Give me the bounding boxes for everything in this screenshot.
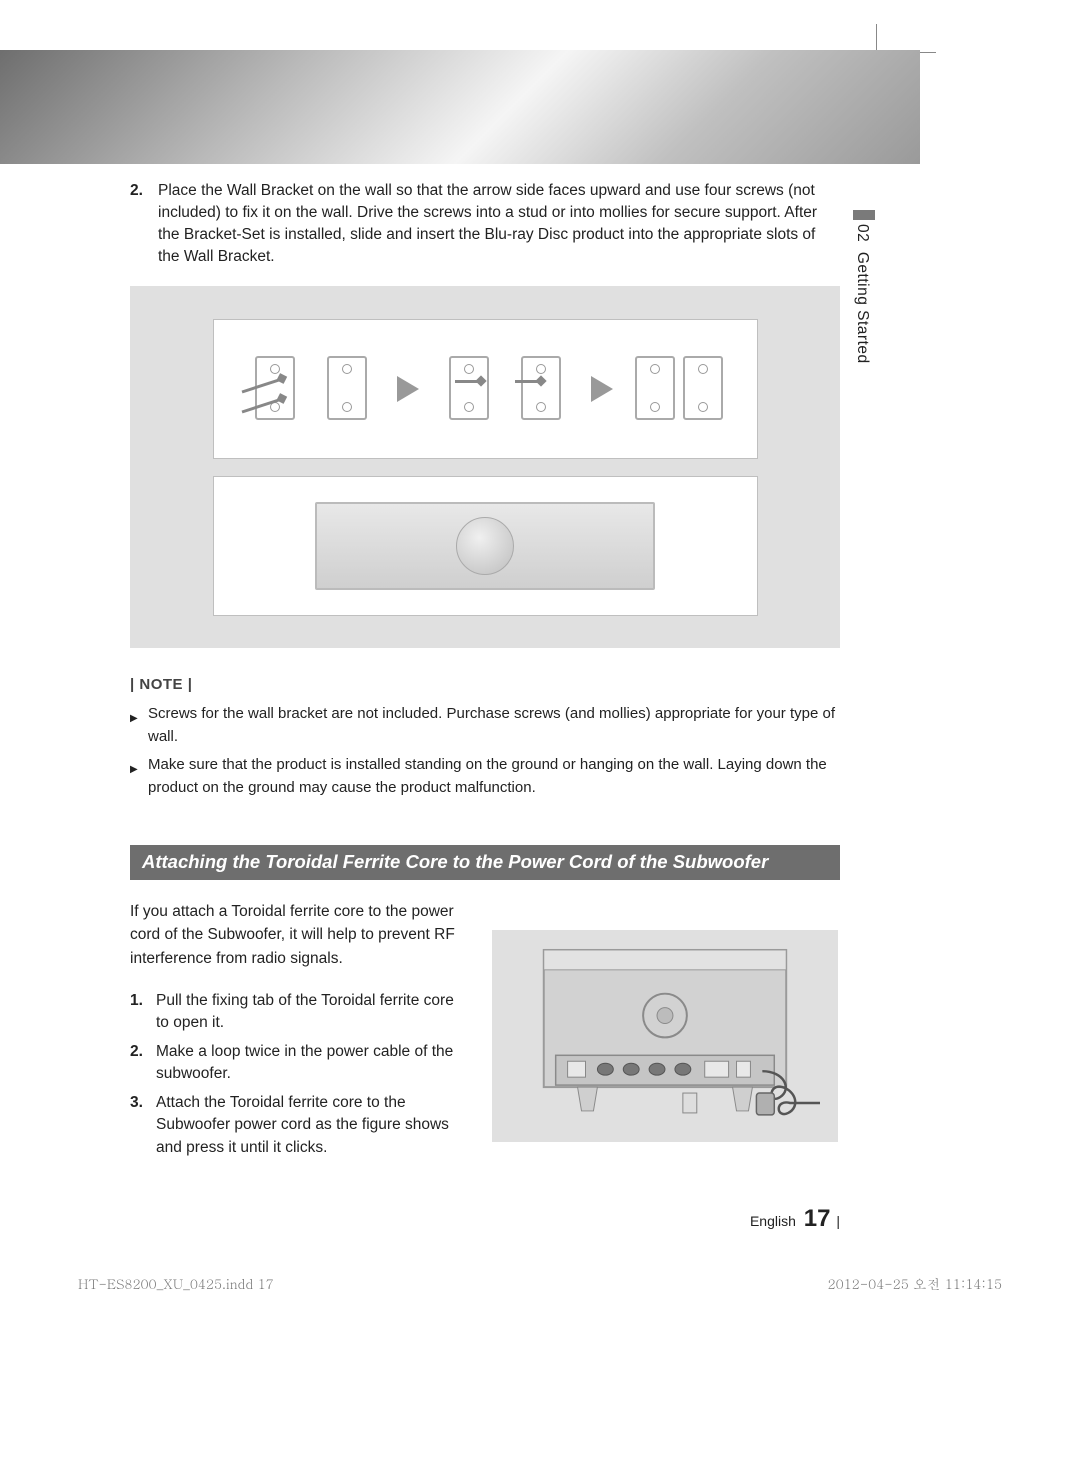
section-tab-bar (853, 210, 875, 220)
section-tab-text: 02 Getting Started (853, 224, 871, 364)
bracket-stage-2 (435, 344, 575, 434)
bracket-stage-3 (629, 344, 729, 434)
step-text: Place the Wall Bracket on the wall so th… (158, 180, 840, 268)
section-title: Getting Started (854, 252, 871, 364)
note-text: Make sure that the product is installed … (148, 754, 840, 799)
note-item: Screws for the wall bracket are not incl… (130, 703, 840, 748)
triangle-bullet-icon (130, 754, 148, 799)
print-filename: HT-ES8200_XU_0425.indd 17 (78, 1274, 274, 1293)
bracket-sequence (213, 319, 758, 459)
soundbar-dial (456, 517, 514, 575)
ferrite-intro: If you attach a Toroidal ferrite core to… (130, 900, 470, 970)
footer-language: English (750, 1213, 796, 1229)
step-text: Pull the fixing tab of the Toroidal ferr… (156, 990, 470, 1035)
wall-bracket-illustration (130, 286, 840, 648)
section-tab: 02 Getting Started (853, 210, 875, 364)
step-2: 2. Place the Wall Bracket on the wall so… (130, 180, 840, 268)
section-number: 02 (854, 224, 871, 242)
note-text: Screws for the wall bracket are not incl… (148, 703, 840, 748)
manual-page: 02 Getting Started 2. Place the Wall Bra… (0, 0, 1080, 1479)
footer-page-number: 17 (804, 1205, 831, 1232)
ferrite-steps: 1. Pull the fixing tab of the Toroidal f… (130, 990, 470, 1165)
mounted-product (213, 476, 758, 616)
subwoofer-svg (506, 944, 824, 1129)
ferrite-step: 3. Attach the Toroidal ferrite core to t… (130, 1092, 470, 1159)
soundbar-graphic (315, 502, 655, 590)
print-timestamp: 2012-04-25 오전 11:14:15 (828, 1274, 1002, 1293)
header-gradient (0, 50, 920, 164)
footer-pipe: | (836, 1213, 840, 1229)
page-footer: English 17 | (130, 1205, 840, 1233)
page-content: 2. Place the Wall Bracket on the wall so… (130, 180, 840, 1165)
step-number: 3. (130, 1092, 156, 1159)
section-header: Attaching the Toroidal Ferrite Core to t… (130, 845, 840, 880)
step-number: 2. (130, 1041, 156, 1086)
subwoofer-illustration (492, 930, 838, 1142)
ferrite-step: 2. Make a loop twice in the power cable … (130, 1041, 470, 1086)
arrow-right-icon (397, 376, 419, 402)
bracket-stage-1 (241, 344, 381, 434)
step-number: 2. (130, 180, 158, 268)
ferrite-step: 1. Pull the fixing tab of the Toroidal f… (130, 990, 470, 1035)
note-item: Make sure that the product is installed … (130, 754, 840, 799)
ferrite-section: 1. Pull the fixing tab of the Toroidal f… (130, 990, 840, 1165)
arrow-right-icon (591, 376, 613, 402)
triangle-bullet-icon (130, 703, 148, 748)
step-text: Make a loop twice in the power cable of … (156, 1041, 470, 1086)
print-metadata: HT-ES8200_XU_0425.indd 17 2012-04-25 오전 … (78, 1274, 1002, 1293)
step-number: 1. (130, 990, 156, 1035)
step-text: Attach the Toroidal ferrite core to the … (156, 1092, 470, 1159)
note-heading: | NOTE | (130, 676, 840, 693)
